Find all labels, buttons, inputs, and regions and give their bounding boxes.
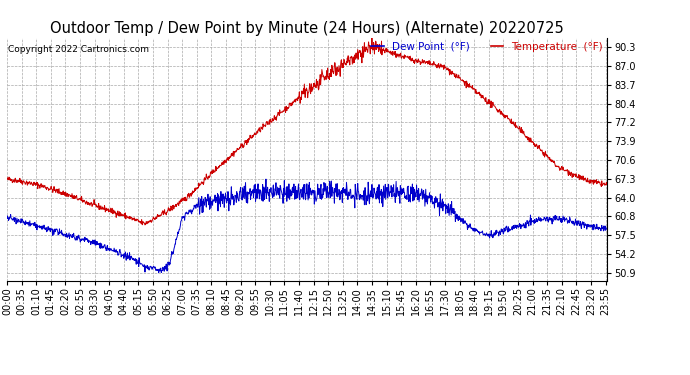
Title: Outdoor Temp / Dew Point by Minute (24 Hours) (Alternate) 20220725: Outdoor Temp / Dew Point by Minute (24 H…: [50, 21, 564, 36]
Legend: Dew Point  (°F), Temperature  (°F): Dew Point (°F), Temperature (°F): [367, 38, 607, 56]
Text: Copyright 2022 Cartronics.com: Copyright 2022 Cartronics.com: [8, 45, 148, 54]
